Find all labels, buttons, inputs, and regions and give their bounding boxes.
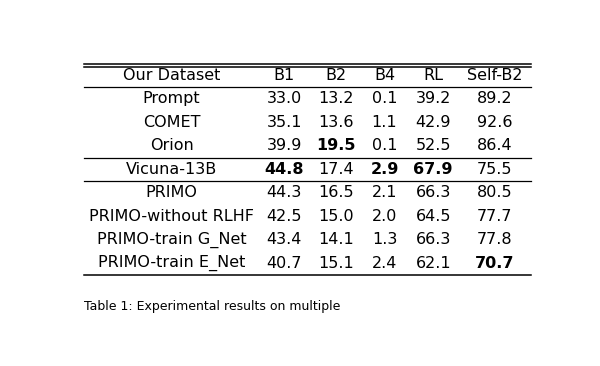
Text: PRIMO-without RLHF: PRIMO-without RLHF <box>89 209 254 224</box>
Text: B4: B4 <box>374 68 395 83</box>
Text: 13.2: 13.2 <box>318 92 353 107</box>
Text: 0.1: 0.1 <box>372 138 397 153</box>
Text: 17.4: 17.4 <box>318 162 353 177</box>
Text: 67.9: 67.9 <box>413 162 453 177</box>
Text: COMET: COMET <box>143 115 200 130</box>
Text: 2.1: 2.1 <box>372 185 397 200</box>
Text: 44.3: 44.3 <box>267 185 302 200</box>
Text: 77.8: 77.8 <box>477 232 512 247</box>
Text: 92.6: 92.6 <box>477 115 512 130</box>
Text: PRIMO-train G_Net: PRIMO-train G_Net <box>97 232 247 248</box>
Text: 43.4: 43.4 <box>267 232 302 247</box>
Text: 14.1: 14.1 <box>318 232 353 247</box>
Text: 89.2: 89.2 <box>477 92 512 107</box>
Text: 42.9: 42.9 <box>415 115 451 130</box>
Text: 0.1: 0.1 <box>372 92 397 107</box>
Text: 39.9: 39.9 <box>267 138 302 153</box>
Text: 86.4: 86.4 <box>477 138 512 153</box>
Text: 35.1: 35.1 <box>266 115 302 130</box>
Text: 2.9: 2.9 <box>370 162 398 177</box>
Text: 62.1: 62.1 <box>415 256 451 271</box>
Text: B1: B1 <box>274 68 295 83</box>
Text: 77.7: 77.7 <box>477 209 512 224</box>
Text: Prompt: Prompt <box>143 92 200 107</box>
Text: Table 1: Experimental results on multiple: Table 1: Experimental results on multipl… <box>84 299 341 313</box>
Text: 66.3: 66.3 <box>416 232 451 247</box>
Text: PRIMO-train E_Net: PRIMO-train E_Net <box>98 255 245 271</box>
Text: 80.5: 80.5 <box>477 185 512 200</box>
Text: 16.5: 16.5 <box>318 185 353 200</box>
Text: 44.8: 44.8 <box>265 162 304 177</box>
Text: 42.5: 42.5 <box>266 209 302 224</box>
Text: 13.6: 13.6 <box>318 115 353 130</box>
Text: B2: B2 <box>325 68 346 83</box>
Text: PRIMO: PRIMO <box>146 185 197 200</box>
Text: 70.7: 70.7 <box>475 256 515 271</box>
Text: 2.0: 2.0 <box>372 209 397 224</box>
Text: 2.4: 2.4 <box>372 256 397 271</box>
Text: Self-B2: Self-B2 <box>467 68 523 83</box>
Text: 66.3: 66.3 <box>416 185 451 200</box>
Text: 15.0: 15.0 <box>318 209 353 224</box>
Text: 15.1: 15.1 <box>318 256 353 271</box>
Text: 1.1: 1.1 <box>371 115 397 130</box>
Text: RL: RL <box>423 68 443 83</box>
Text: Vicuna-13B: Vicuna-13B <box>126 162 217 177</box>
Text: 39.2: 39.2 <box>416 92 451 107</box>
Text: Orion: Orion <box>149 138 193 153</box>
Text: 64.5: 64.5 <box>415 209 451 224</box>
Text: Our Dataset: Our Dataset <box>123 68 220 83</box>
Text: 1.3: 1.3 <box>372 232 397 247</box>
Text: 75.5: 75.5 <box>477 162 512 177</box>
Text: 33.0: 33.0 <box>267 92 302 107</box>
Text: 52.5: 52.5 <box>415 138 451 153</box>
Text: 40.7: 40.7 <box>266 256 302 271</box>
Text: 19.5: 19.5 <box>316 138 355 153</box>
